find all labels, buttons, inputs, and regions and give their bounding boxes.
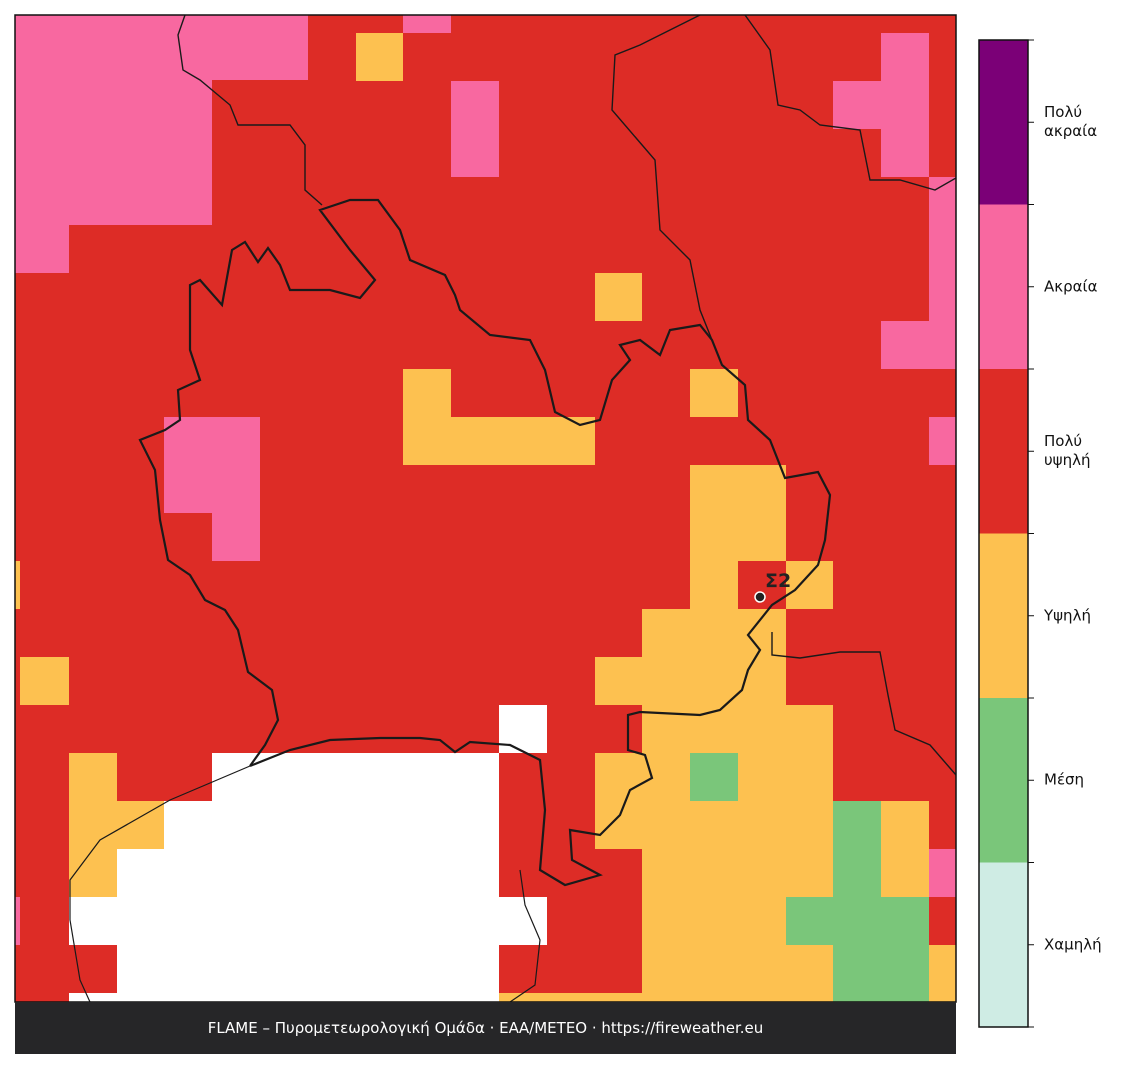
raster-cell xyxy=(15,897,20,945)
footer-bar xyxy=(15,1002,956,1054)
raster-cell xyxy=(117,849,499,1002)
colorbar-label: Πολύ ακραία xyxy=(1044,103,1098,141)
raster-cell xyxy=(595,273,642,321)
raster-cell xyxy=(69,993,117,1002)
raster-cell xyxy=(69,753,117,897)
raster-cell xyxy=(595,657,786,705)
colorbar-label: Χαμηλή xyxy=(1044,935,1102,954)
raster-cell xyxy=(403,15,451,33)
raster-cell xyxy=(786,561,833,609)
colorbar-label: Μέση xyxy=(1044,770,1085,789)
colorbar-segment xyxy=(979,698,1028,863)
colorbar-segment xyxy=(979,204,1028,369)
raster-cell xyxy=(164,417,260,513)
raster-cell xyxy=(690,753,738,801)
raster-cell xyxy=(833,81,929,129)
raster-cell xyxy=(929,849,956,897)
raster-cell xyxy=(20,657,69,705)
raster-cell xyxy=(117,801,164,849)
raster-cell xyxy=(69,897,117,945)
raster-cell xyxy=(929,945,956,1002)
raster-cell xyxy=(499,897,547,945)
colorbar-label: Υψηλή xyxy=(1044,606,1091,625)
raster-cell xyxy=(212,15,308,80)
raster-cell xyxy=(15,15,212,225)
raster-cell xyxy=(881,129,929,177)
colorbar-frame xyxy=(978,39,1029,1028)
raster-cell xyxy=(929,417,956,465)
station-marker xyxy=(754,591,766,603)
raster-cell xyxy=(15,225,69,273)
raster-cell xyxy=(786,897,929,945)
raster-cell xyxy=(642,705,833,1002)
raster-cell xyxy=(499,993,642,1002)
raster-cell xyxy=(15,561,20,609)
raster-cell xyxy=(356,33,403,81)
raster-cell xyxy=(881,33,929,81)
station-label: Σ2 xyxy=(765,570,792,592)
colorbar-segment xyxy=(979,533,1028,698)
colorbar-segment xyxy=(979,369,1028,534)
footer-text: FLAME – Πυρομετεωρολογική Ομάδα · ΕΑΑ/ME… xyxy=(207,1019,764,1037)
borders xyxy=(69,15,956,1002)
raster-cell xyxy=(212,513,260,561)
colorbar-segment xyxy=(979,40,1028,205)
raster-cell xyxy=(451,81,499,177)
raster-cell xyxy=(881,321,956,369)
raster-cell xyxy=(833,945,929,1002)
raster-cell xyxy=(595,753,642,849)
raster-cell xyxy=(833,801,881,897)
colorbar-segment xyxy=(979,862,1028,1027)
raster-cell xyxy=(881,801,929,897)
colorbar-label: Πολύ υψηλή xyxy=(1044,432,1091,470)
raster-cell xyxy=(690,369,738,417)
raster-cell xyxy=(403,369,451,465)
raster-cell xyxy=(451,417,595,465)
raster-cell xyxy=(164,801,499,849)
raster-cell xyxy=(929,177,956,321)
colorbar-label: Ακραία xyxy=(1044,277,1098,296)
